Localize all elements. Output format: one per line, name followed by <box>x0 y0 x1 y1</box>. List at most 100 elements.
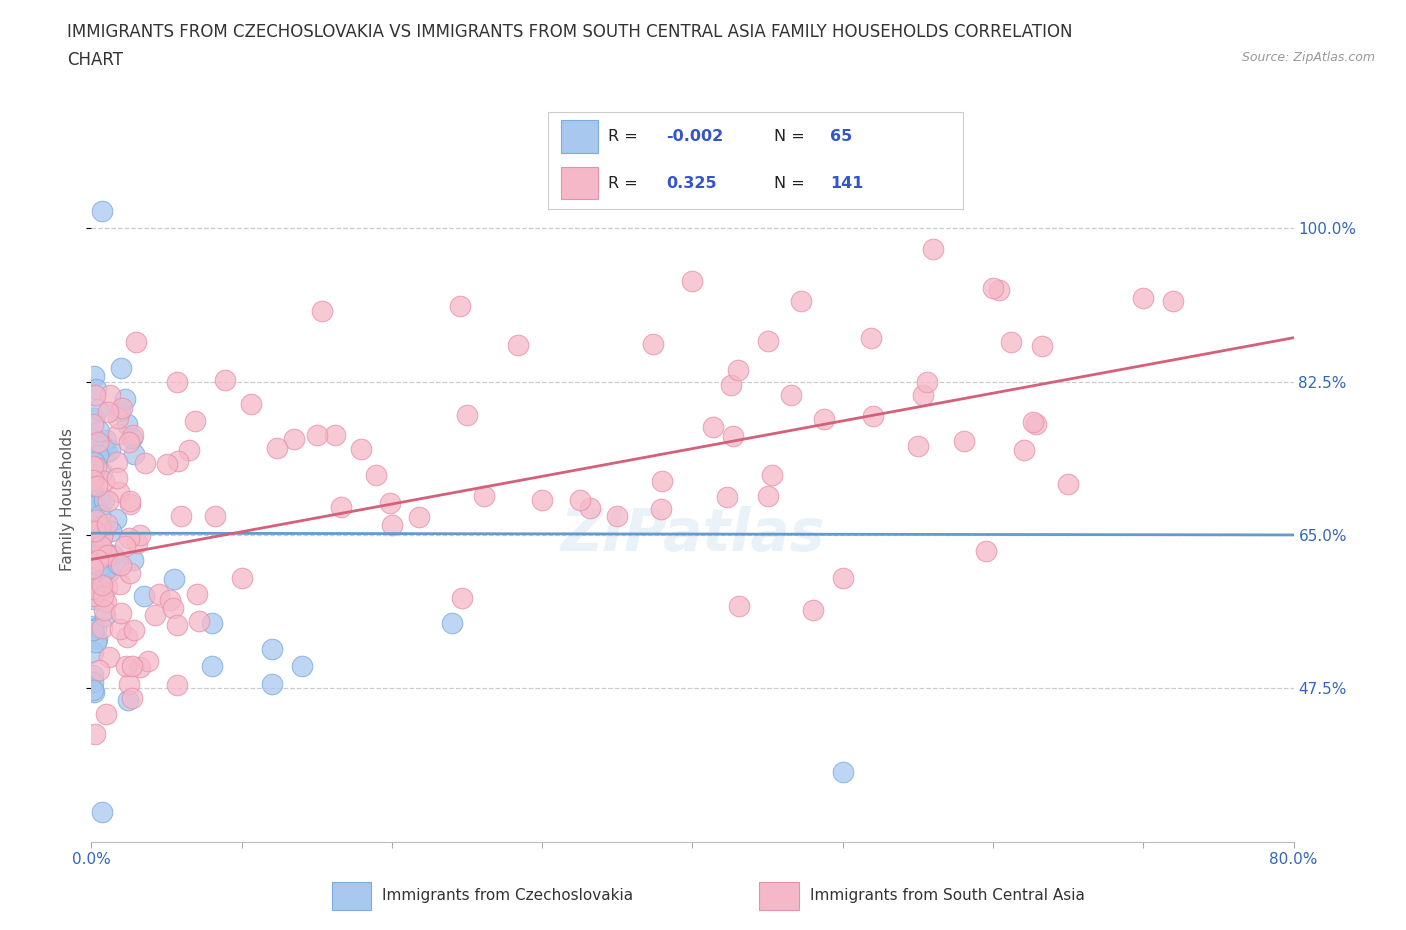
Point <box>97 494 120 509</box>
Point <box>83 591 105 606</box>
Point <box>84 381 107 396</box>
Y-axis label: Family Households: Family Households <box>59 429 75 571</box>
Point <box>761 468 783 483</box>
Point <box>201 615 224 630</box>
Point <box>83 410 105 425</box>
Point <box>82 458 104 473</box>
Point <box>90 539 112 554</box>
Point <box>94 609 117 624</box>
Point <box>108 485 131 499</box>
Point <box>283 432 305 446</box>
Text: 0.325: 0.325 <box>666 176 717 191</box>
Text: N =: N = <box>775 129 806 144</box>
Point <box>89 569 111 584</box>
Point <box>790 294 813 309</box>
Point <box>87 447 110 462</box>
Point <box>96 579 118 594</box>
Point <box>86 549 108 564</box>
Point <box>91 582 114 597</box>
Point <box>953 433 976 448</box>
Point <box>87 423 110 438</box>
Point <box>93 603 115 618</box>
Point <box>716 490 738 505</box>
Point <box>381 518 404 533</box>
Point <box>89 519 111 534</box>
Point <box>449 299 471 314</box>
Point <box>720 378 742 392</box>
Point <box>118 531 141 546</box>
Point <box>311 304 333 319</box>
Point <box>143 608 166 623</box>
Point <box>1057 477 1080 492</box>
Point <box>82 473 104 488</box>
Point <box>163 571 186 586</box>
Text: CHART: CHART <box>67 51 124 69</box>
Point <box>508 338 530 352</box>
Point <box>96 405 118 419</box>
Text: 65: 65 <box>831 129 852 144</box>
Point <box>204 509 226 524</box>
Point <box>1022 414 1045 429</box>
Point <box>94 594 117 609</box>
Point <box>1025 417 1047 432</box>
Point <box>110 361 132 376</box>
Text: Immigrants from South Central Asia: Immigrants from South Central Asia <box>810 887 1085 903</box>
Point <box>756 488 779 503</box>
Point <box>187 614 209 629</box>
Point <box>87 552 110 567</box>
Point <box>166 618 188 632</box>
FancyBboxPatch shape <box>561 120 598 153</box>
Point <box>239 397 262 412</box>
Point <box>98 565 121 579</box>
Point <box>82 644 104 659</box>
Point <box>756 334 779 349</box>
Point <box>105 455 128 470</box>
Point <box>110 622 132 637</box>
Point <box>89 571 111 586</box>
Text: R =: R = <box>609 176 638 191</box>
Point <box>132 589 155 604</box>
Point <box>82 588 104 603</box>
Point <box>84 726 107 741</box>
Point <box>91 464 114 479</box>
Point <box>121 658 143 673</box>
Point <box>107 556 129 571</box>
Point <box>98 442 121 457</box>
Point <box>136 654 159 669</box>
Point <box>922 242 945 257</box>
Point <box>641 337 664 352</box>
Point <box>988 283 1011 298</box>
Point <box>780 388 803 403</box>
Text: Source: ZipAtlas.com: Source: ZipAtlas.com <box>1241 51 1375 64</box>
Point <box>177 443 200 458</box>
Point <box>451 591 474 605</box>
Point <box>91 621 114 636</box>
FancyBboxPatch shape <box>561 167 598 200</box>
Point <box>330 499 353 514</box>
Point <box>129 527 152 542</box>
Point <box>831 764 853 779</box>
Point <box>1000 334 1022 349</box>
Point <box>723 429 745 444</box>
Point <box>98 387 121 402</box>
Point <box>231 570 253 585</box>
Point <box>84 582 107 597</box>
Point <box>148 587 170 602</box>
Point <box>104 512 127 526</box>
Point <box>96 445 118 459</box>
Point <box>122 552 145 567</box>
Point <box>91 204 114 219</box>
Point <box>82 561 104 576</box>
Point <box>91 805 114 820</box>
Point <box>569 493 592 508</box>
Point <box>266 441 288 456</box>
Point <box>83 368 105 383</box>
Point <box>84 459 107 474</box>
Point <box>90 527 112 542</box>
Point <box>82 548 104 563</box>
Point <box>305 427 328 442</box>
Point <box>201 659 224 674</box>
Point <box>82 618 104 633</box>
Text: IMMIGRANTS FROM CZECHOSLOVAKIA VS IMMIGRANTS FROM SOUTH CENTRAL ASIA FAMILY HOUS: IMMIGRANTS FROM CZECHOSLOVAKIA VS IMMIGR… <box>67 23 1073 41</box>
Point <box>121 691 143 706</box>
